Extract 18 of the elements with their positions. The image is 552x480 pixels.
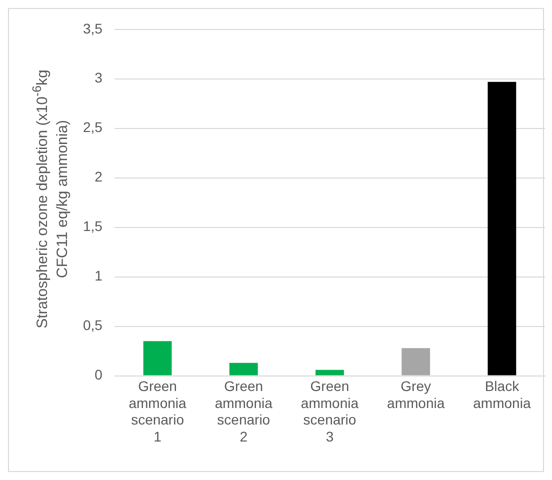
bar <box>316 370 344 376</box>
x-tick-label: Green ammonia scenario 3 <box>300 378 359 444</box>
x-tick-label: Grey ammonia <box>387 378 445 411</box>
y-tick-label: 0,5 <box>82 317 103 334</box>
y-tick-label: 0 <box>94 366 103 383</box>
bar <box>402 348 430 376</box>
y-tick-label: 2,5 <box>82 119 103 136</box>
y-tick-label: 3,5 <box>82 20 103 36</box>
bar <box>229 362 258 376</box>
x-tick-label: Green ammonia scenario 2 <box>214 378 273 444</box>
bar <box>143 341 172 376</box>
bar <box>488 82 516 376</box>
y-tick-label: 1 <box>94 268 103 284</box>
y-tick-label: 3 <box>94 70 103 86</box>
y-tick-label: 1,5 <box>82 218 103 234</box>
x-tick-label: Green ammonia scenario 1 <box>128 378 187 444</box>
y-tick-label: 2 <box>94 168 103 185</box>
x-tick-label: Black ammonia <box>473 378 531 411</box>
